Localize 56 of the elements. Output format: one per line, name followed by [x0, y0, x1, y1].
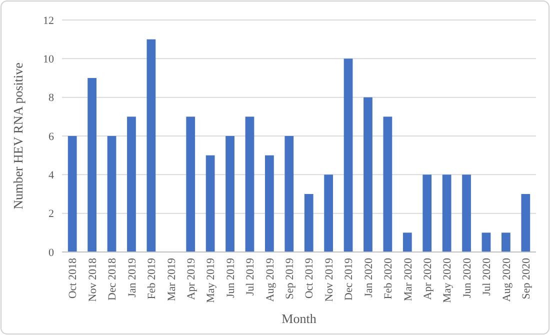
bar — [245, 116, 254, 252]
x-tick-label: Apr 2019 — [185, 258, 198, 300]
x-tick-label: Jan 2020 — [362, 258, 375, 298]
bar — [521, 194, 530, 252]
bar — [324, 174, 333, 252]
bar — [127, 116, 136, 252]
x-tick-label: Jun 2019 — [224, 258, 237, 298]
bar — [88, 78, 96, 252]
bar — [304, 194, 314, 252]
y-tick-label: 12 — [43, 14, 54, 27]
bar — [383, 116, 392, 252]
x-tick-label: Dec 2019 — [343, 258, 356, 300]
x-tick-label: Oct 2018 — [67, 258, 80, 299]
x-tick-label: Aug 2019 — [264, 258, 276, 302]
x-tick-label: Feb 2020 — [382, 258, 395, 300]
y-tick-label: 2 — [48, 208, 54, 220]
x-tick-label: Jul 2019 — [244, 258, 257, 296]
x-tick-label: May 2019 — [205, 258, 218, 303]
x-tick-label: Mar 2019 — [166, 258, 178, 302]
bar — [186, 116, 196, 252]
bar — [146, 39, 156, 252]
x-tick-label: Sep 2019 — [284, 258, 296, 300]
x-tick-label: Jul 2020 — [481, 258, 494, 296]
x-tick-label: May 2020 — [442, 258, 454, 303]
x-axis-title: Month — [282, 311, 317, 326]
bar — [442, 174, 452, 252]
x-tick-label: Jan 2019 — [126, 258, 138, 298]
bar — [206, 155, 215, 252]
x-tick-label: Nov 2018 — [86, 258, 99, 302]
bar — [68, 136, 77, 252]
x-tick-label: Apr 2020 — [422, 258, 434, 300]
bar — [344, 58, 353, 252]
x-tick-label: Nov 2019 — [323, 258, 336, 302]
y-tick-label: 10 — [43, 54, 54, 66]
bar — [226, 136, 234, 252]
bar — [107, 136, 116, 252]
bar — [364, 97, 372, 252]
x-tick-label: Mar 2020 — [402, 258, 414, 302]
y-tick-label: 6 — [48, 130, 54, 143]
x-tick-label: Feb 2019 — [146, 258, 158, 300]
bar — [422, 174, 432, 252]
x-tick-label: Jun 2020 — [461, 258, 474, 298]
bar — [265, 155, 274, 252]
bar — [402, 232, 412, 252]
y-tick-label: 0 — [48, 246, 54, 259]
bar — [462, 174, 471, 252]
x-tick-label: Sep 2020 — [520, 258, 533, 300]
bar — [482, 232, 491, 252]
y-tick-label: 4 — [48, 170, 54, 182]
x-tick-label: Dec 2018 — [106, 258, 119, 300]
bar — [284, 136, 294, 252]
y-axis-title: Number HEV RNA positive — [10, 62, 26, 210]
y-tick-label: 8 — [48, 92, 54, 104]
x-tick-label: Aug 2020 — [500, 258, 513, 302]
bar — [502, 232, 510, 252]
x-tick-label: Oct 2019 — [304, 258, 316, 299]
